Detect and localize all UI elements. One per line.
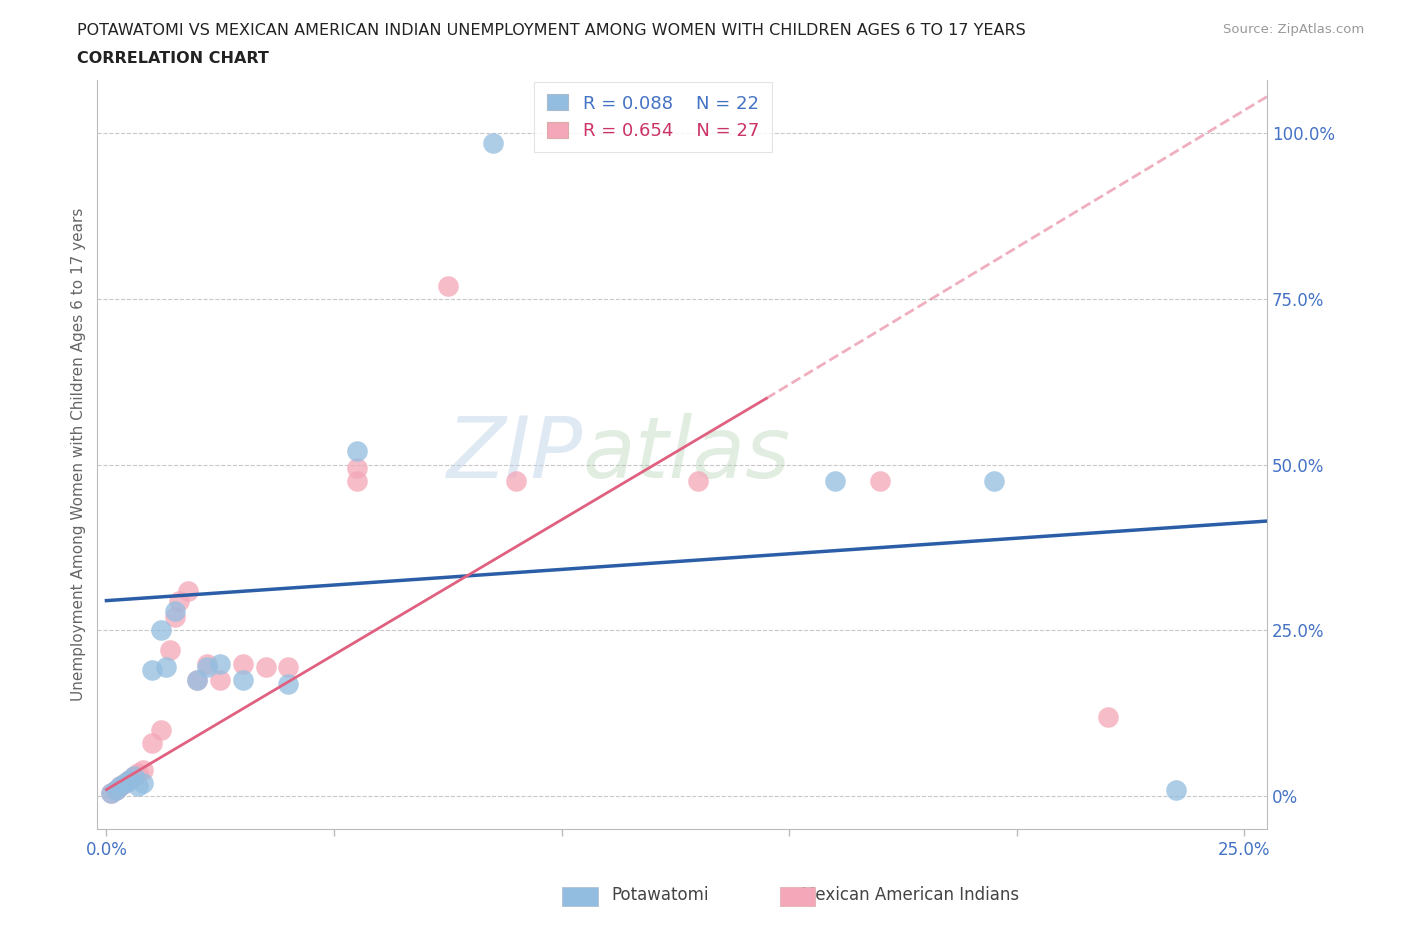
Point [127,765,149,780]
Point [132,776,155,790]
Text: Source: ZipAtlas.com: Source: ZipAtlas.com [1223,23,1364,36]
Y-axis label: Unemployment Among Women with Children Ages 6 to 17 years: Unemployment Among Women with Children A… [72,208,86,701]
Point [132,763,155,777]
Point [150,723,173,737]
Point [100,786,122,801]
Point [482,136,505,151]
Point [177,583,200,598]
Text: Potawatomi: Potawatomi [612,885,709,904]
Point [232,657,254,671]
Point [159,643,181,658]
Point [505,473,527,488]
Point [436,278,458,293]
Text: atlas: atlas [582,413,790,497]
Point [108,778,131,793]
Point [983,473,1005,488]
Point [122,769,145,784]
Point [155,659,177,674]
Point [141,736,163,751]
Point [277,676,299,691]
Point [167,593,190,608]
Point [163,610,186,625]
Point [163,604,186,618]
Point [118,772,141,787]
Point [114,776,136,790]
Point [104,782,127,797]
Point [869,473,891,488]
Point [209,672,232,687]
Point [127,778,149,793]
Point [122,769,145,784]
Point [1164,782,1187,797]
Point [150,623,173,638]
Point [100,786,122,801]
Point [686,473,709,488]
Text: CORRELATION CHART: CORRELATION CHART [77,51,269,66]
Point [277,659,299,674]
Point [108,778,131,793]
Text: Mexican American Indians: Mexican American Indians [801,885,1019,904]
Point [346,444,368,458]
Point [232,672,254,687]
Point [254,659,277,674]
Point [346,460,368,475]
Point [346,473,368,488]
Text: ZIP: ZIP [447,413,582,497]
Point [118,772,141,787]
Point [114,776,136,790]
Point [209,657,232,671]
Point [195,659,218,674]
Point [104,782,127,797]
Point [1097,710,1119,724]
Point [141,663,163,678]
Point [824,473,846,488]
Legend: R = 0.088    N = 22, R = 0.654    N = 27: R = 0.088 N = 22, R = 0.654 N = 27 [534,82,772,153]
Text: POTAWATOMI VS MEXICAN AMERICAN INDIAN UNEMPLOYMENT AMONG WOMEN WITH CHILDREN AGE: POTAWATOMI VS MEXICAN AMERICAN INDIAN UN… [77,23,1026,38]
Point [195,657,218,671]
Point [186,672,208,687]
Point [186,672,208,687]
